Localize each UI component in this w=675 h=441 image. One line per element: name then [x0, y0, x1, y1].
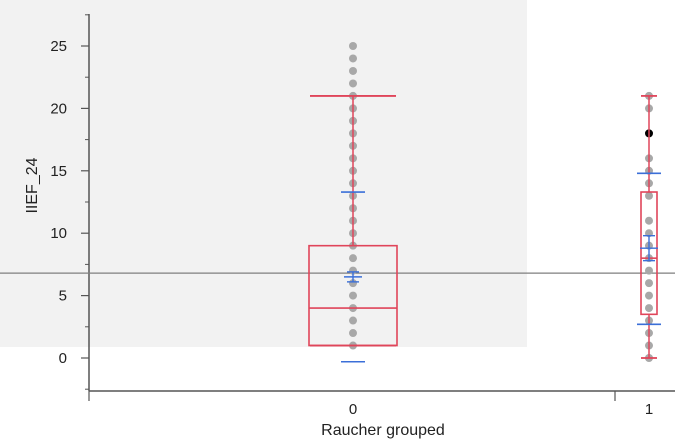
box-iqr [308, 244, 398, 347]
data-point [645, 291, 653, 300]
data-point [645, 266, 653, 275]
data-point [349, 316, 357, 325]
y-tick-label: 25 [50, 38, 67, 55]
axes-layer: 0 5 10 15 20 25 0 1 [50, 14, 675, 418]
y-tick-label: 15 [50, 163, 67, 180]
plot-background-panel [0, 0, 527, 347]
y-tick-label: 20 [50, 100, 67, 117]
data-point [349, 254, 357, 263]
marks-layer [0, 42, 675, 363]
y-tick-label: 0 [59, 350, 67, 367]
data-point [349, 279, 357, 288]
x-tick-label: 0 [349, 401, 357, 418]
data-point [645, 279, 653, 288]
data-point [645, 216, 653, 225]
data-point [349, 266, 357, 275]
data-point [349, 79, 357, 88]
box-iqr [640, 191, 658, 316]
data-point [349, 291, 357, 300]
data-point [645, 191, 653, 200]
x-axis-title: Raucher grouped [321, 422, 445, 439]
y-tick-label: 10 [50, 225, 67, 242]
data-point [645, 304, 653, 313]
data-point [349, 329, 357, 338]
data-point [349, 66, 357, 75]
y-axis-title: IIEF_24 [24, 157, 41, 213]
x-tick-label: 1 [645, 401, 653, 418]
y-tick-label: 5 [59, 288, 67, 305]
data-point [349, 42, 357, 50]
data-point [349, 54, 357, 63]
